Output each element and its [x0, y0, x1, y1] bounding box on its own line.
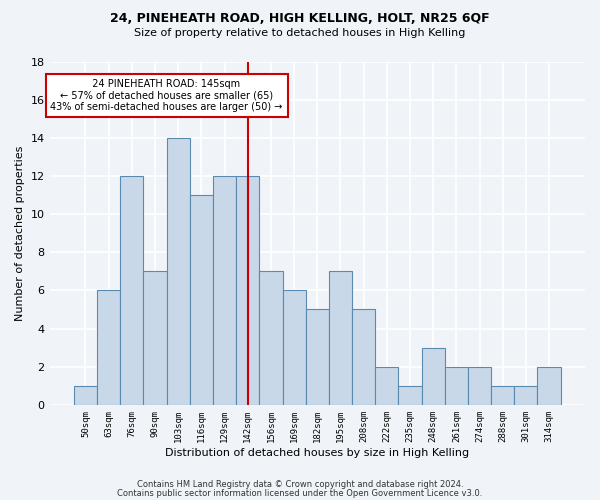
- Y-axis label: Number of detached properties: Number of detached properties: [15, 146, 25, 321]
- Bar: [74, 386, 97, 405]
- Bar: [213, 176, 236, 405]
- Bar: [259, 272, 283, 405]
- Bar: [236, 176, 259, 405]
- Bar: [329, 272, 352, 405]
- Text: Size of property relative to detached houses in High Kelling: Size of property relative to detached ho…: [134, 28, 466, 38]
- Bar: [375, 366, 398, 405]
- Bar: [352, 310, 375, 405]
- Text: 24 PINEHEATH ROAD: 145sqm  
← 57% of detached houses are smaller (65)
43% of sem: 24 PINEHEATH ROAD: 145sqm ← 57% of detac…: [50, 78, 283, 112]
- Text: Contains HM Land Registry data © Crown copyright and database right 2024.: Contains HM Land Registry data © Crown c…: [137, 480, 463, 489]
- Bar: [538, 366, 560, 405]
- Bar: [422, 348, 445, 405]
- Bar: [97, 290, 120, 405]
- Bar: [445, 366, 468, 405]
- Bar: [167, 138, 190, 405]
- Bar: [491, 386, 514, 405]
- Text: 24, PINEHEATH ROAD, HIGH KELLING, HOLT, NR25 6QF: 24, PINEHEATH ROAD, HIGH KELLING, HOLT, …: [110, 12, 490, 26]
- Bar: [514, 386, 538, 405]
- Bar: [305, 310, 329, 405]
- Bar: [120, 176, 143, 405]
- Bar: [283, 290, 305, 405]
- Bar: [468, 366, 491, 405]
- Bar: [398, 386, 422, 405]
- Bar: [190, 195, 213, 405]
- Text: Contains public sector information licensed under the Open Government Licence v3: Contains public sector information licen…: [118, 488, 482, 498]
- X-axis label: Distribution of detached houses by size in High Kelling: Distribution of detached houses by size …: [165, 448, 469, 458]
- Bar: [143, 272, 167, 405]
